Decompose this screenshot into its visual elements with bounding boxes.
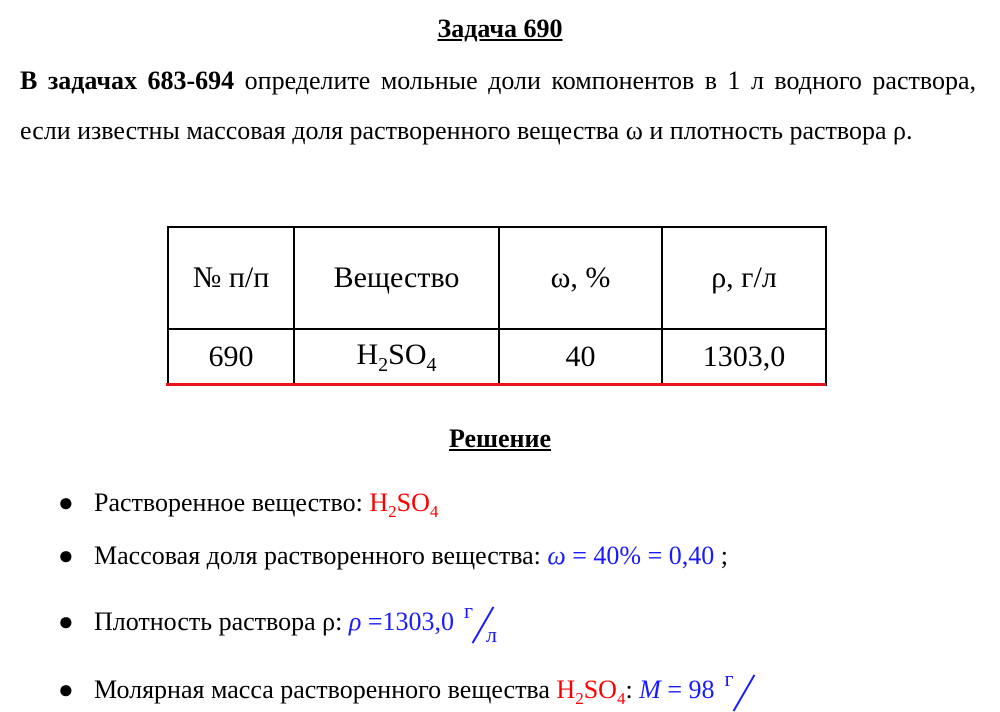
cell-rho: 1303,0 <box>661 328 827 386</box>
header-number: № п/п <box>167 226 295 330</box>
cell-omega: 40 <box>498 328 663 386</box>
list-item: ● Молярная масса растворенного вещества H… <box>58 666 763 712</box>
bullet-icon: ● <box>58 606 74 636</box>
task-title: Задача 690 <box>437 14 563 43</box>
red-underline <box>166 383 826 386</box>
bullet-icon: ● <box>58 488 74 517</box>
header-substance: Вещество <box>293 226 500 330</box>
task-range: В задачах 683-694 <box>20 66 235 95</box>
task-text: определите мольные доли компонентов в 1 … <box>20 66 976 145</box>
solution-title: Решение <box>448 424 552 453</box>
task-statement: В задачах 683-694 определите мольные дол… <box>20 56 976 156</box>
list-item: ● Массовая доля растворенного вещества: ω… <box>58 541 728 570</box>
cell-substance: H2SO4 <box>293 328 500 386</box>
bullet-icon: ● <box>58 674 74 704</box>
data-table: № п/п Вещество ω, % ρ, г/л 690 H2SO4 40 … <box>167 226 827 386</box>
list-item: ● Плотность раствора ρ: ρ =1303,0 г л <box>58 598 502 647</box>
list-item: ● Растворенное вещество: H2SO4 <box>58 488 439 522</box>
header-rho: ρ, г/л <box>661 226 827 330</box>
unit-fraction: г <box>723 666 763 712</box>
header-omega: ω, % <box>498 226 663 330</box>
cell-number: 690 <box>167 328 295 386</box>
bullet-icon: ● <box>58 541 74 570</box>
